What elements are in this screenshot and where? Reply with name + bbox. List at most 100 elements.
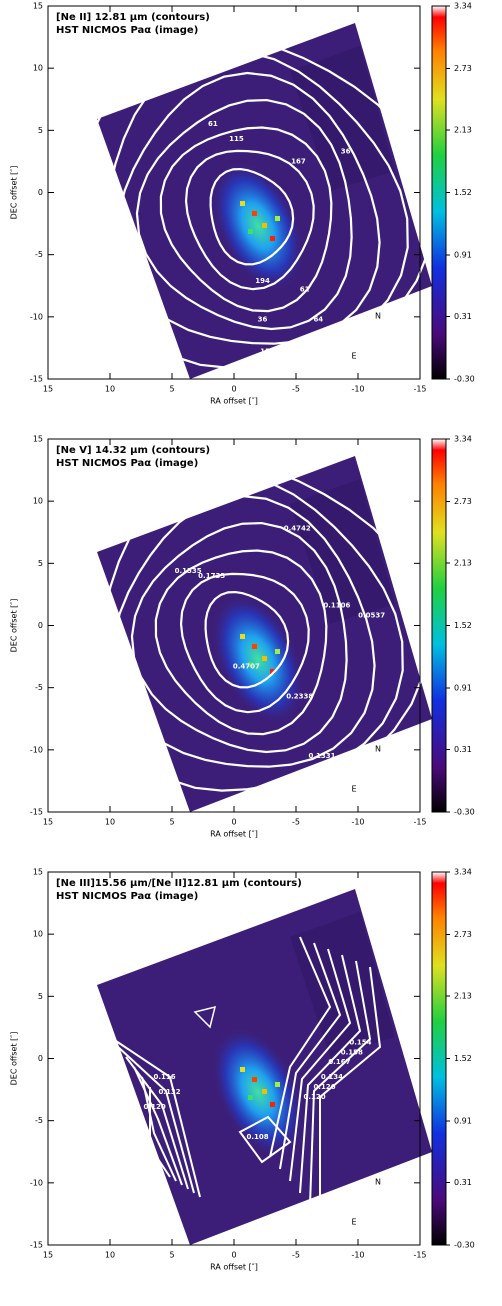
image-glow [211,593,305,725]
colorbar-tick-label: 2.13 [454,125,472,134]
x-tick-label: -5 [292,818,300,827]
image-pixel [275,1082,280,1087]
image-pixel [252,1077,257,1082]
image-pixel [275,649,280,654]
image-pixel [240,1067,245,1072]
contour [130,521,348,754]
chart-title: [Ne III]15.56 μm/[Ne II]12.81 μm (contou… [56,878,302,889]
y-axis-label: DEC offset [″] [10,166,19,220]
contour [184,149,315,291]
image-pixel [252,211,257,216]
x-tick-label: -10 [351,818,364,827]
contour-label: 0.134 [321,1073,343,1081]
contour [117,1046,195,1194]
y-tick-label: 10 [33,497,43,506]
x-axis-label: RA offset [″] [210,830,258,839]
contour [135,98,353,331]
contour [133,1066,183,1186]
image-pixel [262,223,267,228]
image-pixel [248,662,253,667]
colorbar-tick-label: 2.73 [454,64,472,73]
chart-subtitle: HST NICMOS Paα (image) [56,458,198,469]
image-pixel [240,201,245,206]
contour-label: 0.4707 [233,663,260,671]
colorbar-tick-label: 0.91 [454,251,472,260]
chart-subtitle: HST NICMOS Paα (image) [56,891,198,902]
compass-east: E [351,785,356,794]
contour [193,1005,217,1029]
x-tick-label: -10 [351,385,364,394]
contour [309,960,372,1206]
x-tick-label: 5 [169,1251,174,1260]
contour-label: 0.126 [313,1083,335,1091]
colorbar-tick-label: 2.73 [454,930,472,939]
y-tick-label: 15 [33,2,43,11]
contour-label: 61 [208,120,218,128]
x-tick-label: -10 [351,1251,364,1260]
image-pixel [275,216,280,221]
x-axis-label: RA offset [″] [210,1263,258,1272]
colorbar-tick-label: -0.30 [454,1241,475,1250]
colorbar-tick-label: 1.52 [454,188,472,197]
colorbar-tick-label: 2.13 [454,991,472,1000]
panel: 0.116 0.132 0.120 0.154 0.158 0.167 0.134 0.126… [10,868,475,1272]
compass-north: N [375,312,381,321]
x-tick-label: 5 [169,385,174,394]
x-axis-label: RA offset [″] [210,397,258,406]
chart-subtitle: HST NICMOS Paα (image) [56,25,198,36]
y-tick-label: 10 [33,930,43,939]
contour-label: 15 [260,348,270,356]
contour [159,126,333,313]
contour-label: 0.120 [304,1093,326,1101]
contour-label: 0.132 [158,1088,180,1096]
contour-label: 0.167 [328,1058,350,1066]
x-tick-label: 5 [169,818,174,827]
colorbar-tick-label: 2.73 [454,497,472,506]
x-tick-label: 0 [231,385,236,394]
x-tick-label: -15 [413,818,426,827]
colorbar-tick-label: -0.30 [454,375,475,384]
y-tick-label: -5 [35,683,43,692]
contour-label: 0.108 [246,1133,268,1141]
contour [238,1115,292,1164]
contour [117,71,381,345]
image-pixel [248,1095,253,1100]
contour-label: 0.158 [341,1048,363,1056]
image-pixel [248,229,253,234]
y-tick-label: 15 [33,868,43,877]
colorbar [431,438,447,813]
colorbar-tick-label: 0.31 [454,1178,472,1187]
y-tick-label: 5 [38,559,43,568]
y-tick-label: -5 [35,250,43,259]
y-tick-label: -15 [30,375,43,384]
image-pixel [252,644,257,649]
image-pixel [262,656,267,661]
y-tick-label: 5 [38,126,43,135]
colorbar-tick-label: 1.52 [454,621,472,630]
colorbar-tick-label: 3.34 [454,435,472,444]
y-axis-label: DEC offset [″] [10,1032,19,1086]
x-tick-label: 10 [105,818,115,827]
image-pixel [262,1089,267,1094]
compass-north: N [375,1178,381,1187]
compass-east: E [351,352,356,361]
contour [279,942,342,1170]
contour [125,1056,189,1190]
contour-label: 0.1106 [323,602,350,610]
chart-title: [Ne II] 12.81 μm (contours) [56,12,210,23]
y-tick-label: 10 [33,64,43,73]
x-tick-label: 10 [105,1251,115,1260]
contour-label: 0.4742 [284,525,311,533]
contour [80,457,430,823]
contour-label: 194 [255,277,270,285]
x-tick-label: 0 [231,818,236,827]
contour [154,549,328,736]
contour [209,167,295,266]
contour-label: 61 [300,285,310,293]
x-tick-label: 10 [105,385,115,394]
contour [179,572,310,714]
x-tick-label: 15 [43,818,53,827]
